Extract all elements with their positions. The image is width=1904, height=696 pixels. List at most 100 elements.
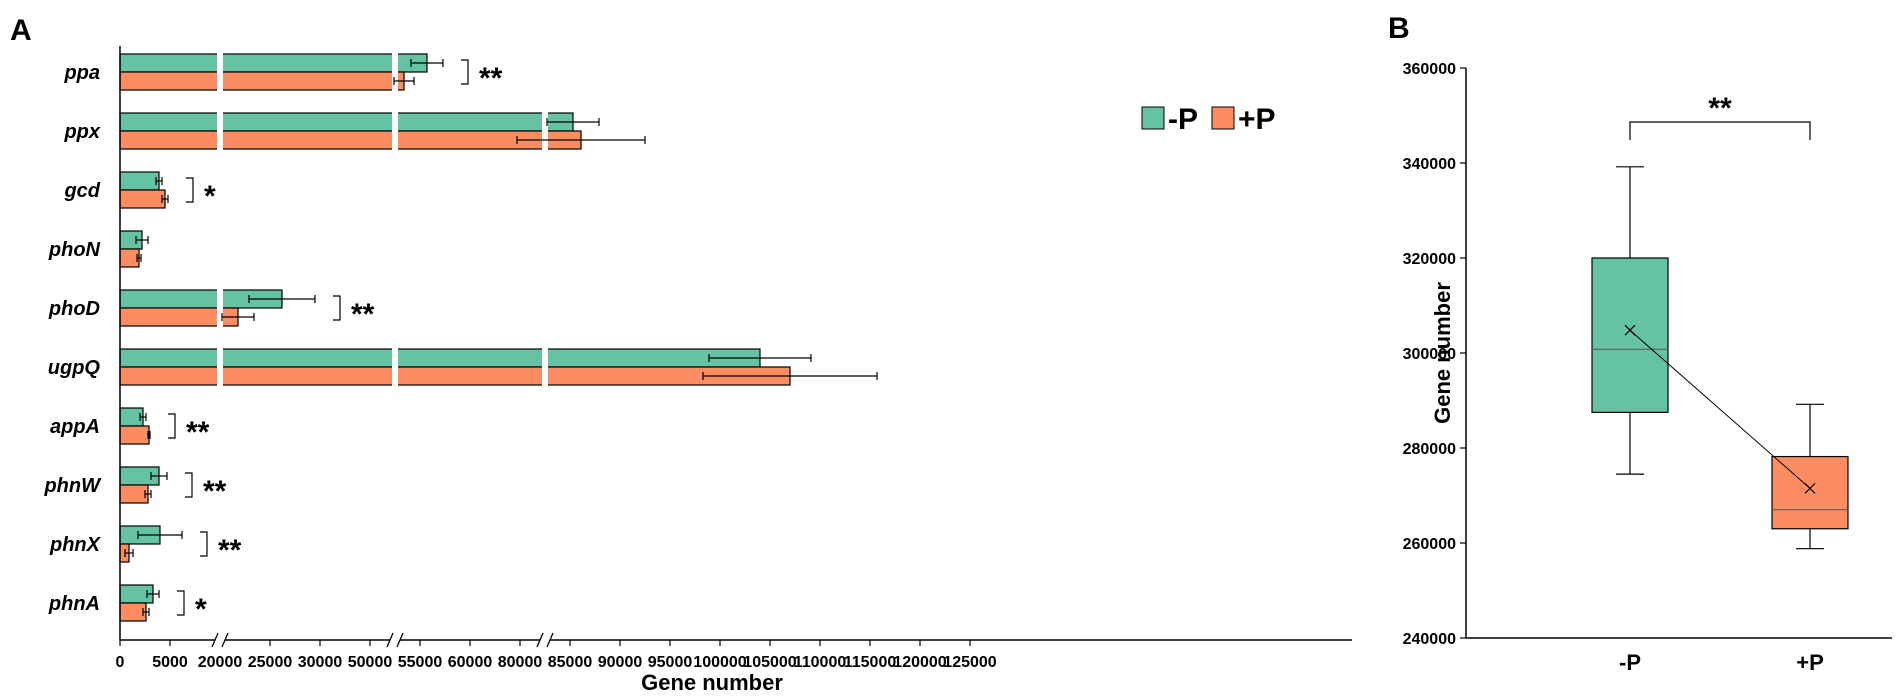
bar-gcd-plus-p	[119, 189, 166, 209]
category-label-phnW: phnW	[43, 475, 102, 497]
y-tick-label-b: 360000	[1403, 61, 1456, 78]
significance-mark-phnW: **	[203, 475, 227, 508]
y-tick-label-b: 260000	[1403, 536, 1456, 553]
bar-break-ppx-minus-p	[392, 112, 398, 132]
category-label-ppx: ppx	[63, 121, 100, 143]
significance-bracket-appA	[168, 413, 176, 439]
panel-b-box-plot: 240000 260000 280000 300000 320000 340000 3600…	[1403, 61, 1892, 675]
bar-break-ugpQ-plus-p	[217, 366, 223, 386]
axis-break-mark	[536, 632, 544, 648]
significance-bracket-phnX	[200, 531, 208, 557]
bar-phnW-plus-p	[119, 484, 149, 504]
legend: -P +P	[1141, 103, 1276, 136]
significance-mark-ppa: **	[479, 62, 503, 95]
x-tick-label: 5000	[152, 654, 188, 671]
panel-label-b: B	[1388, 12, 1410, 45]
significance-bracket-phnW	[185, 472, 193, 498]
legend-label-minus-p: -P	[1168, 103, 1198, 136]
category-label-appA: appA	[50, 416, 100, 438]
bar-break-phoD-plus-p	[217, 307, 223, 327]
y-tick-label-b: 280000	[1403, 441, 1456, 458]
mean-connector-line	[1629, 329, 1811, 489]
x-category-label-minus-p: -P	[1619, 650, 1641, 675]
bar-break-ppa-minus-p	[217, 53, 223, 73]
axis-break-mark	[386, 632, 394, 648]
axis-break-mark	[211, 632, 219, 648]
x-tick-label: 25000	[248, 654, 293, 671]
x-tick-label: 85000	[548, 654, 593, 671]
bar-ugpQ-minus-p	[119, 348, 761, 368]
y-tick-label-b: 320000	[1403, 251, 1456, 268]
x-tick-label: 105000	[743, 654, 796, 671]
significance-mark-gcd: *	[204, 180, 216, 213]
category-label-phnX: phnX	[49, 534, 102, 556]
x-tick-label: 90000	[598, 654, 643, 671]
category-label-ugpQ: ugpQ	[48, 357, 101, 379]
bar-break-phoD-minus-p	[217, 289, 223, 309]
significance-bracket-ppa	[461, 59, 469, 85]
significance-mark-phnA: *	[195, 593, 207, 626]
x-axis-title: Gene number	[641, 670, 783, 695]
significance-mark-phoD: **	[351, 298, 375, 331]
bar-phoN-plus-p	[119, 248, 140, 268]
significance-bracket-phnA	[177, 590, 185, 616]
y-tick-label-b: 300000	[1403, 346, 1456, 363]
axis-break-gap	[540, 632, 550, 648]
bar-ppa-plus-p	[119, 71, 405, 91]
bar-ppa-minus-p	[119, 53, 428, 73]
bar-break-ugpQ-minus-p	[392, 348, 398, 368]
bar-ppx-plus-p	[119, 130, 582, 150]
significance-mark-phnX: **	[218, 534, 242, 567]
x-tick-label: 125000	[943, 654, 996, 671]
x-category-label-plus-p: +P	[1796, 650, 1824, 675]
category-label-phoN: phoN	[48, 239, 101, 261]
axis-break-gap	[215, 632, 225, 648]
panel-a-bar-chart: ppa ** ppx gcd * phoN phoD ** ugpQ appA ** phnW ** ph…	[43, 46, 1352, 695]
bar-break-ppx-minus-p	[542, 112, 548, 132]
bar-break-ugpQ-plus-p	[542, 366, 548, 386]
x-tick-label: 30000	[298, 654, 343, 671]
category-label-ppa: ppa	[63, 62, 100, 84]
bar-break-ppa-plus-p	[217, 71, 223, 91]
x-tick-label: 20000	[198, 654, 243, 671]
bar-break-ppx-minus-p	[217, 112, 223, 132]
x-tick-label: 60000	[448, 654, 493, 671]
y-axis-title-b: Gene number	[1430, 282, 1455, 424]
significance-mark-b: **	[1708, 92, 1732, 125]
bar-break-ugpQ-plus-p	[392, 366, 398, 386]
bar-gcd-minus-p	[119, 171, 160, 191]
bar-break-ppa-minus-p	[392, 53, 398, 73]
bar-ppx-minus-p	[119, 112, 574, 132]
bar-break-ugpQ-minus-p	[542, 348, 548, 368]
x-tick-label: 110000	[794, 654, 847, 671]
x-tick-label: 55000	[398, 654, 443, 671]
significance-mark-appA: **	[186, 416, 210, 449]
significance-bracket-phoD	[333, 295, 341, 321]
x-tick-label: 115000	[844, 654, 897, 671]
bar-break-ppx-plus-p	[392, 130, 398, 150]
legend-swatch-plus-p	[1211, 106, 1235, 130]
significance-bracket-gcd	[186, 177, 194, 203]
axis-break-gap	[390, 632, 400, 648]
x-tick-label: 120000	[893, 654, 946, 671]
y-tick-label-b: 240000	[1403, 631, 1456, 648]
category-label-phnA: phnA	[48, 593, 100, 615]
x-tick-label: 50000	[348, 654, 393, 671]
legend-label-plus-p: +P	[1238, 103, 1276, 136]
category-label-gcd: gcd	[63, 180, 100, 202]
axis-break-mark	[546, 632, 554, 648]
bar-appA-plus-p	[119, 425, 150, 445]
x-tick-label: 100000	[693, 654, 746, 671]
bar-phnA-plus-p	[119, 602, 147, 622]
bar-break-ugpQ-minus-p	[217, 348, 223, 368]
x-tick-label: 95000	[648, 654, 693, 671]
y-tick-label-b: 340000	[1403, 156, 1456, 173]
box-plus-p	[1771, 455, 1849, 530]
box-minus-p	[1591, 257, 1669, 413]
x-tick-label: 80000	[498, 654, 543, 671]
bar-break-ppx-plus-p	[217, 130, 223, 150]
legend-swatch-minus-p	[1141, 106, 1165, 130]
axis-break-mark	[221, 632, 229, 648]
